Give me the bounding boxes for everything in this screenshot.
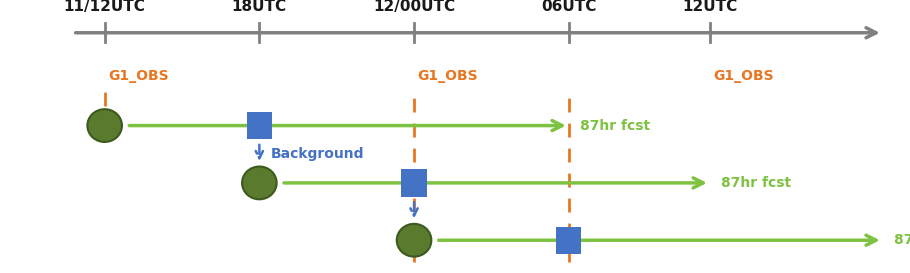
FancyBboxPatch shape xyxy=(247,112,272,139)
Text: Background: Background xyxy=(270,147,364,161)
Text: 87hr fcst: 87hr fcst xyxy=(580,118,650,133)
Text: 87hr fcst: 87hr fcst xyxy=(894,233,910,247)
Text: 18UTC: 18UTC xyxy=(232,0,287,14)
Text: 12UTC: 12UTC xyxy=(682,0,737,14)
Text: 11/12UTC: 11/12UTC xyxy=(64,0,146,14)
FancyBboxPatch shape xyxy=(556,227,581,254)
FancyBboxPatch shape xyxy=(401,169,427,197)
Text: G1_OBS: G1_OBS xyxy=(418,69,479,84)
Text: 06UTC: 06UTC xyxy=(541,0,596,14)
Text: 87hr fcst: 87hr fcst xyxy=(721,176,791,190)
Text: G1_OBS: G1_OBS xyxy=(108,69,169,84)
Text: 12/00UTC: 12/00UTC xyxy=(373,0,455,14)
Text: G1_OBS: G1_OBS xyxy=(713,69,774,84)
Ellipse shape xyxy=(397,224,431,257)
Ellipse shape xyxy=(87,109,122,142)
Ellipse shape xyxy=(242,167,277,199)
